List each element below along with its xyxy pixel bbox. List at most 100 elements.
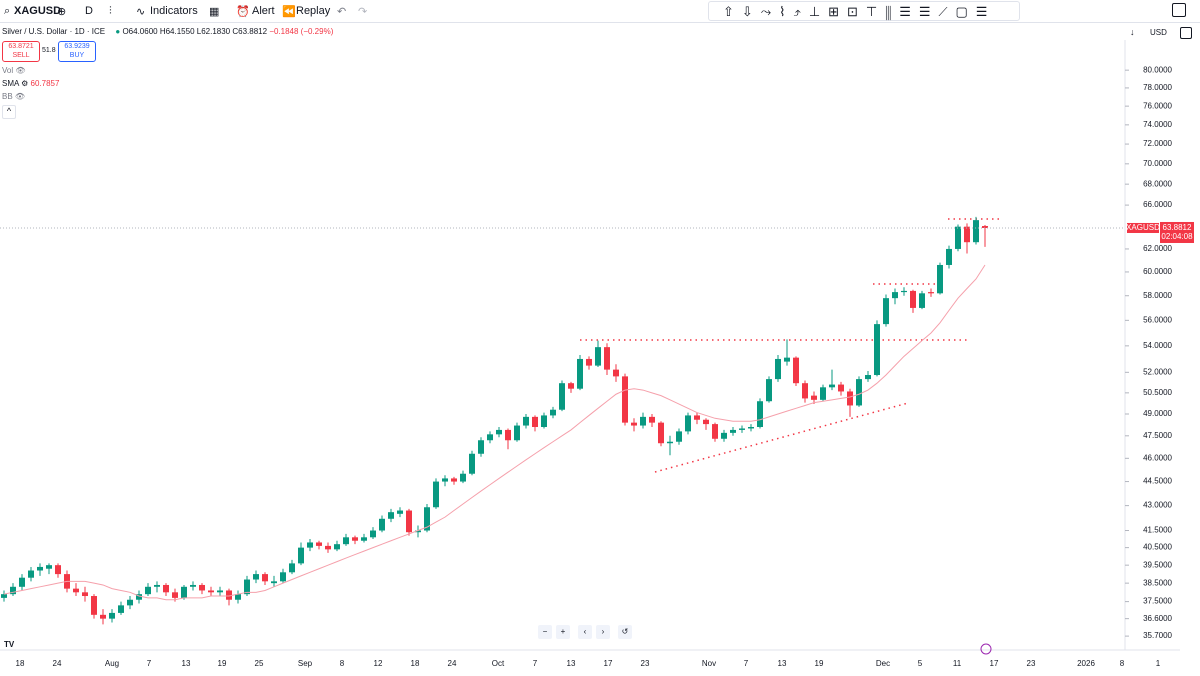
candle-body — [748, 427, 754, 429]
y-tick-label: 35.7000 — [1143, 631, 1172, 640]
reset[interactable] — [618, 625, 632, 639]
candle-body — [676, 431, 682, 442]
sell-button[interactable]: 63.8721 SELL — [2, 41, 40, 62]
chart-navigation: − + ‹ › ↺ — [538, 625, 632, 639]
symbol[interactable]: XAGUSD — [14, 5, 62, 17]
y-tick-label: 44.5000 — [1143, 477, 1172, 486]
vol-indicator[interactable]: Vol 👁 — [2, 66, 26, 75]
y-tick-label: 72.0000 — [1143, 139, 1172, 148]
indicators-icon[interactable]: ∿ — [136, 6, 146, 18]
candle-body — [640, 416, 646, 426]
candle-body — [190, 584, 196, 587]
candle-body — [568, 383, 574, 389]
candle-body — [271, 581, 277, 584]
replay-icon[interactable]: ⏪ — [282, 6, 296, 18]
indicator-value: 60.7857 — [30, 79, 60, 88]
candle-body — [352, 537, 358, 541]
replay[interactable]: Replay — [296, 5, 331, 17]
candle-body — [793, 357, 799, 384]
candle-body — [586, 358, 592, 366]
indicator-name: Vol — [2, 66, 14, 75]
change: −0.1848 (−0.29%) — [269, 27, 334, 36]
x-tick-label: 24 — [53, 659, 62, 668]
y-tick-label: 80.0000 — [1143, 65, 1172, 74]
redo[interactable]: ↷ — [358, 6, 368, 18]
candle-body — [910, 290, 916, 308]
candle-body — [658, 422, 664, 444]
y-tick-label: 50.5000 — [1143, 388, 1172, 397]
candle-body — [721, 432, 727, 439]
candle-body — [145, 586, 151, 595]
candle-body — [451, 478, 457, 482]
x-tick-label: 7 — [744, 659, 749, 668]
undo[interactable]: ↶ — [337, 6, 347, 18]
candle-body — [928, 292, 934, 294]
add-symbol[interactable]: ⊕ — [57, 6, 67, 18]
scroll-left[interactable] — [578, 625, 592, 639]
zoom-out[interactable] — [538, 625, 552, 639]
y-tick-label: 47.5000 — [1143, 431, 1172, 440]
alert-icon[interactable]: ⏰ — [236, 6, 250, 18]
interval[interactable]: D — [85, 5, 93, 17]
y-tick-label: 62.0000 — [1143, 244, 1172, 253]
scroll-right[interactable] — [596, 625, 610, 639]
buy-button[interactable]: 63.9239 BUY — [58, 41, 96, 62]
alert[interactable]: Alert — [252, 5, 275, 17]
indicators[interactable]: Indicators — [150, 5, 198, 17]
candle-body — [775, 358, 781, 380]
candle-body — [631, 422, 637, 426]
x-tick-label: 5 — [918, 659, 923, 668]
x-tick-label: 8 — [1120, 659, 1125, 668]
candle-body — [334, 544, 340, 550]
candle-body — [19, 577, 25, 587]
candle-body — [127, 599, 133, 606]
candle-body — [289, 563, 295, 573]
event-icon[interactable] — [980, 643, 992, 655]
candle-body — [973, 220, 979, 243]
indicator-name: SMA — [2, 79, 19, 88]
x-tick-label: Aug — [105, 659, 119, 668]
market-dot: ● — [115, 27, 121, 36]
y-tick-label: 36.6000 — [1143, 614, 1172, 623]
x-tick-label: 17 — [990, 659, 999, 668]
collapse-button[interactable]: ^ — [2, 105, 16, 119]
candle-body — [946, 248, 952, 265]
candle-body — [208, 590, 214, 593]
high: H64.1550 — [159, 27, 195, 36]
search-icon[interactable]: ⌕ — [4, 5, 11, 17]
candle-body — [559, 383, 565, 410]
layout-button[interactable] — [1172, 3, 1186, 17]
candle-body — [37, 566, 43, 571]
drawing-tools[interactable]: ⇧⇩⤳⌇⤴⊥⊞⊡⊤⫼☰☰⟋▢☰ — [708, 1, 1020, 21]
zoom-in[interactable] — [556, 625, 570, 639]
symbol-title: Silver / U.S. Dollar · 1D · ICE — [2, 27, 106, 36]
drawings[interactable] — [580, 218, 1003, 473]
sma-line — [3, 264, 986, 601]
candle-body — [703, 419, 709, 425]
candle-body — [73, 588, 79, 593]
candle-body — [838, 384, 844, 392]
candle-body — [550, 409, 556, 416]
x-tick-label: 13 — [182, 659, 191, 668]
close: C63.8812 — [232, 27, 268, 36]
candle-body — [532, 416, 538, 428]
candle-body — [28, 570, 34, 578]
candle-body — [199, 584, 205, 591]
bb-indicator[interactable]: BB 👁 — [2, 92, 26, 101]
y-tick-label: 38.5000 — [1143, 578, 1172, 587]
y-tick-label: 74.0000 — [1143, 120, 1172, 129]
candle-body — [883, 298, 889, 325]
logo[interactable]: TV — [4, 640, 15, 649]
candle-body — [982, 226, 988, 228]
candle-body — [802, 383, 808, 399]
candle-body — [154, 584, 160, 587]
currency[interactable]: USD — [1150, 28, 1167, 37]
candle-body — [46, 565, 52, 569]
templates[interactable]: ▦ — [209, 6, 220, 18]
x-tick-label: 18 — [411, 659, 420, 668]
price-tag-label: 63.8812 — [1163, 223, 1192, 232]
chart-type[interactable]: ⫶ — [109, 5, 112, 17]
settings-button[interactable] — [1180, 27, 1192, 39]
sma-indicator[interactable]: SMA ⚙ 60.7857 — [2, 79, 60, 88]
icon: − — [543, 627, 548, 636]
